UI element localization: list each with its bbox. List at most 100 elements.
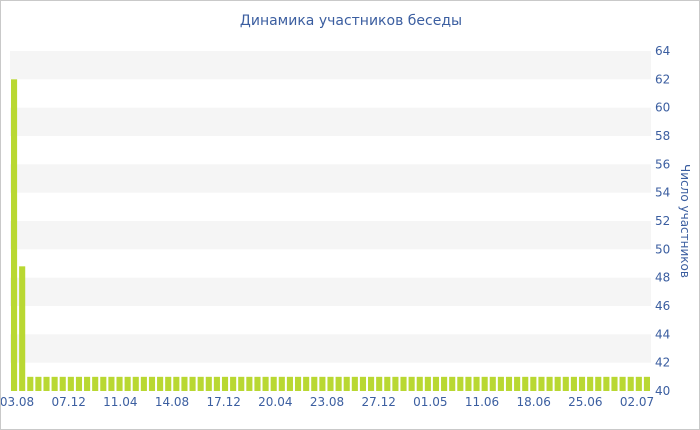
bar (562, 376, 569, 391)
bar (627, 376, 634, 391)
bars-group (11, 79, 650, 391)
bar (497, 376, 504, 391)
bar (392, 376, 399, 391)
bar (311, 376, 318, 391)
bar (254, 376, 261, 391)
bar (43, 376, 50, 391)
background-band (10, 221, 651, 250)
bar (505, 376, 513, 391)
x-tick-label: 03.08 (1, 395, 34, 409)
bar (611, 376, 618, 391)
bar (441, 376, 448, 391)
background-band (10, 51, 651, 80)
bar (197, 376, 204, 391)
x-tick-label: 11.06 (465, 395, 499, 409)
bar (11, 79, 18, 391)
bar (19, 266, 26, 391)
background-band (10, 164, 651, 193)
bar (376, 376, 383, 391)
bar (59, 376, 66, 391)
bar (92, 376, 99, 391)
y-tick-label: 48 (655, 271, 670, 285)
bar (424, 376, 431, 391)
x-tick-label: 02.07 (620, 395, 654, 409)
bar (514, 376, 521, 391)
bar (132, 376, 139, 391)
bar (230, 376, 237, 391)
bar (530, 376, 537, 391)
bar (148, 376, 156, 391)
bar (489, 376, 496, 391)
bar (246, 376, 253, 391)
bar (595, 376, 602, 391)
background-band (10, 334, 651, 363)
bar (205, 376, 212, 391)
bar (554, 376, 561, 391)
bar (140, 376, 147, 391)
y-tick-label: 64 (655, 44, 670, 58)
x-tick-label: 25.06 (568, 395, 602, 409)
bar (587, 376, 594, 391)
background-band (10, 107, 651, 136)
bar (319, 376, 326, 391)
bar (294, 376, 302, 391)
bar (262, 376, 269, 391)
x-tick-label: 18.06 (517, 395, 551, 409)
bar (335, 376, 342, 391)
background-band (10, 277, 651, 306)
bar (327, 376, 334, 391)
bar (432, 376, 440, 391)
bar (27, 376, 34, 391)
x-tick-label: 17.12 (207, 395, 241, 409)
bar (481, 376, 488, 391)
y-tick-label: 60 (655, 101, 670, 115)
y-tick-label: 46 (655, 299, 670, 313)
x-tick-label: 23.08 (310, 395, 344, 409)
bar (116, 376, 123, 391)
bar (416, 376, 423, 391)
bar (303, 376, 310, 391)
bar (449, 376, 456, 391)
bar (238, 376, 245, 391)
y-tick-label: 62 (655, 72, 670, 86)
x-tick-label: 01.05 (413, 395, 447, 409)
bar (270, 376, 277, 391)
bar (457, 376, 464, 391)
x-tick-label: 14.08 (155, 395, 189, 409)
bar (359, 376, 367, 391)
bar (546, 376, 553, 391)
x-axis-ticks: 03.08 07.12 11.04 14.08 17.12 20.04 23.08 27.12… (1, 395, 654, 409)
x-tick-label: 11.04 (103, 395, 137, 409)
background-bands (10, 51, 651, 363)
bar (400, 376, 407, 391)
x-tick-label: 20.04 (258, 395, 292, 409)
x-tick-label: 27.12 (362, 395, 396, 409)
bar (570, 376, 577, 391)
bar (221, 376, 229, 391)
bar (368, 376, 375, 391)
bar (578, 376, 586, 391)
x-tick-label: 07.12 (52, 395, 86, 409)
y-tick-label: 44 (655, 327, 670, 341)
bar (100, 376, 107, 391)
y-axis-ticks: 40 42 44 46 48 50 52 54 56 58 60 62 64 (655, 44, 670, 398)
y-tick-label: 42 (655, 356, 670, 370)
bar (181, 376, 188, 391)
bar (278, 376, 285, 391)
bar (473, 376, 480, 391)
y-tick-label: 58 (655, 129, 670, 143)
chart-title: Динамика участников беседы (239, 13, 463, 29)
bar (173, 376, 180, 391)
bar (538, 376, 545, 391)
bar (124, 376, 131, 391)
bar (189, 376, 196, 391)
bar (213, 376, 220, 391)
bar (286, 376, 293, 391)
bar (384, 376, 391, 391)
bar (108, 376, 115, 391)
y-tick-label: 54 (655, 186, 670, 200)
bar (165, 376, 172, 391)
bar (522, 376, 529, 391)
